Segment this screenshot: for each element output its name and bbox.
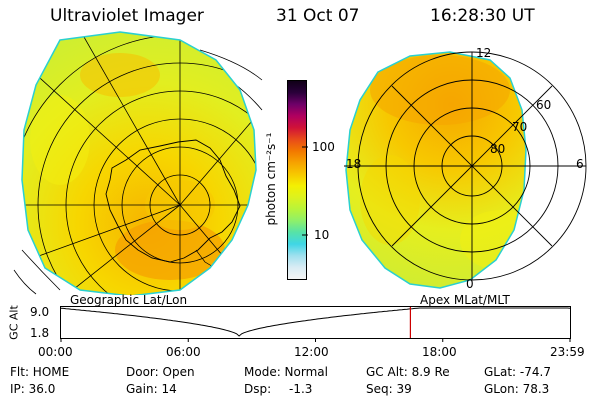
geographic-label: Geographic Lat/Lon [70,293,188,307]
time-tick-0600: 06:00 [166,345,201,359]
status-glat: GLat: -74.7 [484,365,551,379]
time-tick-1200: 12:00 [294,345,329,359]
mlat-label-70: 70 [512,120,528,134]
status-flt: Flt: HOME [10,365,70,379]
mlt-label-0: 0 [466,277,474,291]
time-tick-0000: 00:00 [38,345,73,359]
status-glon: GLon: 78.3 [484,382,550,396]
altitude-ymax: 9.0 [30,305,50,319]
colorbar-tick-100: 100 [312,140,335,154]
altitude-axis-label: GC Alt [7,305,21,340]
status-seq: Seq: 39 [366,382,412,396]
status-dsp-value: -1.3 [289,382,313,396]
mlat-label-60: 60 [536,98,552,112]
date-label: 31 Oct 07 [276,6,360,26]
status-gain: Gain: 14 [126,382,177,396]
altitude-plot [60,306,571,342]
mlt-label-12: 12 [476,46,492,60]
status-door: Door: Open [126,365,195,379]
colorbar-unit-label: photon cm⁻²s⁻¹ [264,132,278,226]
app-title: Ultraviolet Imager [50,6,204,26]
status-dsp-label: Dsp: [244,382,272,396]
mlt-label-18: 18 [346,157,362,171]
colorbar [287,80,307,280]
time-tick-1800: 18:00 [422,345,457,359]
time-tick-2359: 23:59 [550,345,585,359]
magnetic-image [344,51,587,289]
mlat-label-80: 80 [490,142,506,156]
colorbar-ticks [302,146,308,236]
mlt-label-6: 6 [576,157,584,171]
apex-label: Apex MLat/MLT [420,293,510,307]
geographic-image [13,31,263,295]
colorbar-tick-10: 10 [314,228,330,242]
status-mode: Mode: Normal [244,365,328,379]
time-label: 16:28:30 UT [430,6,535,26]
altitude-ymin: 1.8 [30,326,50,340]
status-gc-alt: GC Alt: 8.9 Re [366,365,450,379]
status-ip: IP: 36.0 [10,382,56,396]
